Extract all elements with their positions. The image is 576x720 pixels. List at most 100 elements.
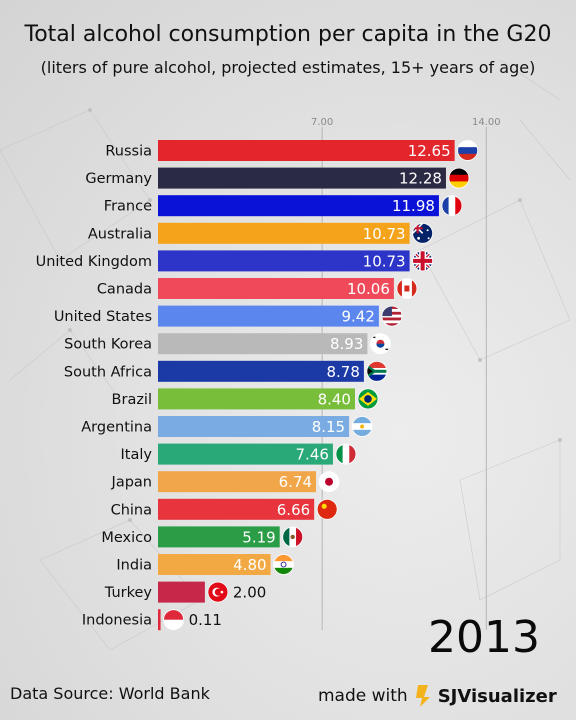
bar — [158, 278, 394, 299]
bar-row-brazil: Brazil 8.40 — [112, 388, 379, 410]
value-label: 12.28 — [399, 170, 442, 188]
value-label: 10.06 — [347, 280, 390, 298]
brazil-flag-icon — [357, 388, 378, 409]
south-korea-flag-icon — [370, 333, 391, 354]
value-label: 8.15 — [312, 418, 345, 436]
bar-row-italy: Italy 7.46 — [121, 443, 357, 465]
bar-row-australia: Australia 10.73 — [88, 222, 434, 244]
united-states-flag-icon — [381, 306, 402, 327]
value-label: 8.78 — [326, 363, 359, 381]
category-label: Japan — [111, 475, 152, 491]
japan-flag-icon — [319, 471, 340, 492]
bar-row-south-africa: South Africa 8.78 — [64, 360, 388, 382]
flag-outline — [163, 609, 184, 631]
category-label: Argentina — [81, 420, 152, 436]
bar — [158, 250, 410, 272]
flag-outline — [448, 167, 470, 189]
bar-row-mexico: Mexico 5.19 — [101, 526, 304, 548]
bar — [158, 609, 161, 631]
flag-outline — [273, 554, 294, 575]
bar-row-united-kingdom: United Kingdom 10.73 — [36, 250, 434, 272]
flag-outline — [412, 250, 434, 272]
flag-outline — [412, 222, 434, 244]
bar-row-indonesia: Indonesia 0.11 — [82, 609, 222, 631]
bar — [158, 195, 439, 217]
bar-row-japan: Japan 6.74 — [111, 471, 340, 493]
bar — [158, 167, 446, 189]
south-africa-flag-icon — [366, 361, 387, 382]
flag-outline — [381, 305, 403, 327]
data-source: Data Source: World Bank — [10, 684, 210, 703]
value-label: 2.00 — [233, 584, 266, 602]
bar-row-turkey: Turkey 2.00 — [104, 581, 266, 603]
value-label: 12.65 — [408, 142, 451, 160]
bar — [158, 333, 368, 355]
bar — [158, 140, 455, 161]
bar — [158, 222, 410, 244]
bar — [158, 305, 379, 327]
germany-flag-icon — [448, 168, 469, 189]
value-label: 4.80 — [233, 556, 266, 574]
value-label: 8.93 — [330, 335, 363, 353]
value-label: 7.46 — [296, 446, 329, 464]
category-label: South Korea — [64, 337, 152, 353]
canada-flag-icon — [396, 278, 417, 299]
flag-outline — [318, 471, 340, 493]
category-label: China — [111, 502, 152, 518]
flag-outline — [396, 278, 418, 299]
flag-outline — [457, 140, 479, 161]
category-label: India — [116, 558, 152, 574]
value-label: 11.98 — [392, 197, 435, 215]
bar-row-germany: Germany 12.28 — [85, 167, 470, 189]
category-label: Mexico — [101, 530, 152, 546]
bar-row-south-korea: South Korea 8.93 — [64, 333, 391, 355]
value-label: 8.40 — [318, 390, 351, 408]
flag-outline — [316, 498, 338, 520]
category-label: Italy — [121, 447, 153, 463]
x-tick-label: 14.00 — [472, 117, 501, 128]
flag-outline — [366, 360, 388, 382]
chart-subtitle: (liters of pure alcohol, projected estim… — [40, 58, 536, 77]
turkey-flag-icon — [207, 582, 228, 603]
made-with-text: made with — [318, 686, 408, 706]
italy-flag-icon — [335, 444, 356, 465]
flag-outline — [441, 195, 463, 217]
category-label: United Kingdom — [36, 254, 152, 270]
value-label: 10.73 — [363, 252, 406, 270]
value-label: 6.66 — [277, 501, 310, 519]
bar — [158, 416, 350, 437]
mexico-flag-icon — [282, 526, 303, 547]
brand-name: SJVisualizer — [437, 685, 557, 707]
bar-row-united-states: United States 9.42 — [54, 305, 403, 327]
flag-outline — [370, 333, 391, 355]
sjvisualizer-logo-icon — [415, 685, 430, 707]
category-label: Russia — [105, 144, 152, 160]
category-label: Brazil — [112, 392, 152, 408]
bar-row-argentina: Argentina 8.15 — [81, 416, 373, 437]
x-tick-label: 7.00 — [311, 117, 333, 128]
argentina-flag-icon — [352, 416, 373, 437]
value-label: 9.42 — [341, 308, 374, 326]
category-label: Canada — [97, 282, 152, 298]
flag-outline — [207, 581, 229, 603]
china-flag-icon — [317, 499, 338, 520]
russia-flag-icon — [457, 140, 478, 161]
bar-row-india: India 4.80 — [116, 554, 294, 575]
bar-row-china: China 6.66 — [111, 498, 338, 520]
category-label: France — [104, 199, 152, 215]
flag-outline — [335, 443, 357, 465]
bar — [158, 443, 333, 465]
value-label: 6.74 — [279, 473, 312, 491]
bar-row-canada: Canada 10.06 — [97, 278, 418, 299]
flag-outline — [282, 526, 304, 548]
bar — [158, 388, 355, 410]
category-label: Germany — [85, 171, 152, 187]
value-label: 0.11 — [189, 611, 222, 629]
united-kingdom-flag-icon — [412, 250, 433, 271]
bar — [158, 360, 364, 382]
category-label: United States — [54, 309, 152, 325]
category-label: Indonesia — [82, 613, 152, 629]
category-label: South Africa — [64, 364, 152, 380]
bar — [158, 526, 280, 548]
